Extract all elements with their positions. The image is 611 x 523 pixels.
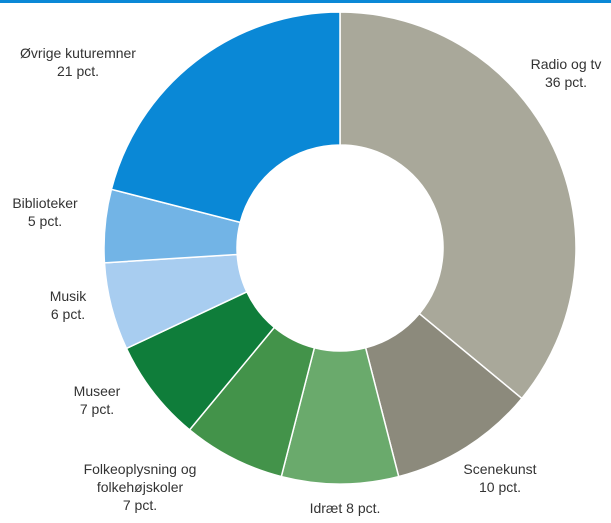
value-label: 10 pct.	[478, 479, 522, 495]
category-label: Musik	[49, 288, 87, 304]
donut-slice	[339, 11, 577, 400]
slice-label: Folkeoplysning og folkehøjskoler 7 pct.	[65, 460, 215, 514]
value-label: 7 pct.	[79, 401, 115, 417]
slice-label: Biblioteker 5 pct.	[12, 194, 77, 230]
category-label: Radio og tv	[530, 56, 602, 72]
category-label: Øvrige kuturemner	[20, 45, 136, 61]
slice-label: Musik 6 pct.	[50, 287, 87, 323]
top-rule	[0, 0, 611, 3]
category-label: Idræt	[309, 500, 343, 516]
value-label: 21 pct.	[56, 63, 100, 79]
category-label: Museer	[73, 383, 121, 399]
slice-label: Scenekunst 10 pct.	[463, 460, 536, 496]
category-label: Folkeoplysning og folkehøjskoler	[83, 461, 197, 495]
slice-label: Øvrige kuturemner 21 pct.	[20, 44, 136, 80]
category-label: Scenekunst	[463, 461, 537, 477]
slice-label: Museer 7 pct.	[74, 382, 121, 418]
category-label: Biblioteker	[12, 195, 78, 211]
value-label: 36 pct.	[544, 74, 588, 90]
value-label: 8 pct.	[346, 500, 381, 516]
donut-slice	[110, 11, 341, 224]
slice-label: Radio og tv 36 pct.	[531, 55, 602, 91]
value-label: 7 pct.	[122, 497, 158, 513]
value-label: 5 pct.	[27, 213, 63, 229]
value-label: 6 pct.	[50, 306, 86, 322]
slice-label: Idræt 8 pct.	[310, 499, 381, 517]
